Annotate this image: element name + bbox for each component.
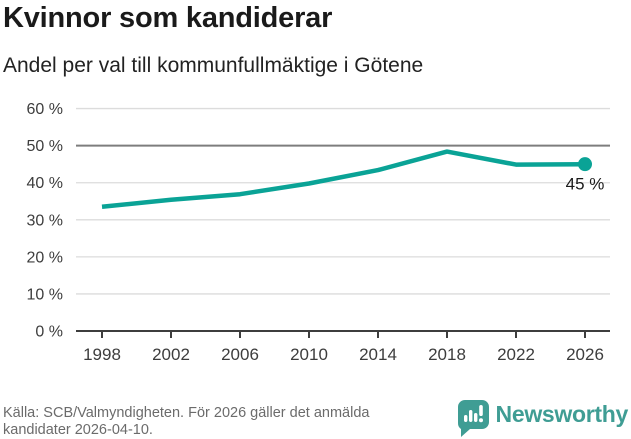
x-axis-label: 2022 [497, 345, 535, 364]
x-axis-label: 2026 [566, 345, 604, 364]
speech-bubble-shape [457, 399, 489, 437]
y-axis-label: 10 % [27, 286, 63, 303]
y-axis-label: 30 % [27, 212, 63, 229]
bar-icon-2 [468, 409, 472, 422]
y-axis-label: 0 % [35, 324, 63, 341]
y-axis-label: 40 % [27, 175, 63, 192]
y-axis-label: 20 % [27, 249, 63, 266]
source-note-line1: Källa: SCB/Valmyndigheten. För 2026 gäll… [3, 405, 370, 421]
brand-logo: Newsworthy [455, 397, 628, 437]
end-point-label: 45 % [566, 175, 605, 194]
x-axis-label: 1998 [83, 345, 121, 364]
page-title: Kvinnor som kandiderar [3, 2, 333, 34]
bar-icon-1 [463, 414, 467, 422]
y-axis-label: 50 % [27, 138, 63, 155]
bar-icon-3 [473, 412, 477, 422]
x-axis-label: 2002 [152, 345, 190, 364]
end-point-marker [578, 157, 592, 172]
x-axis-label: 2006 [221, 345, 259, 364]
x-axis-label: 2018 [428, 345, 466, 364]
newsworthy-speech-bubble-icon [457, 399, 489, 437]
page-subtitle: Andel per val till kommunfullmäktige i G… [3, 54, 424, 77]
trend-line [101, 149, 586, 210]
exclamation-dot-icon [478, 417, 483, 422]
exclamation-mark-icon [478, 404, 483, 416]
y-axis-label: 60 % [27, 101, 63, 118]
source-note-line2: kandidater 2026-04-10. [3, 422, 153, 438]
brand-wordmark: Newsworthy [495, 400, 629, 427]
x-axis-label: 2014 [359, 345, 397, 364]
x-axis-label: 2010 [290, 345, 328, 364]
source-note: Källa: SCB/Valmyndigheten. För 2026 gäll… [3, 405, 468, 439]
